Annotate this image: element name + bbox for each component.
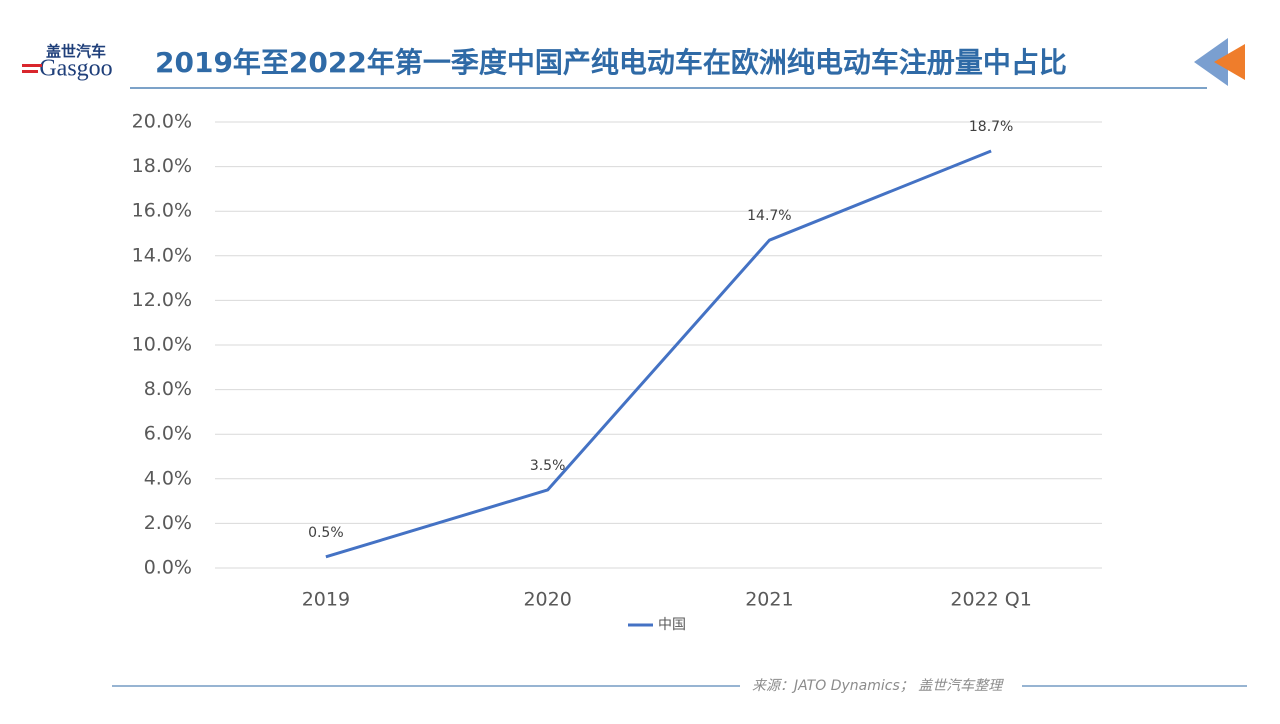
value-label: 3.5% [530,458,566,474]
y-tick-label: 0.0% [144,557,192,579]
deco-triangle [1214,44,1245,80]
x-tick-label: 2020 [523,589,571,611]
x-tick-label: 2022 Q1 [950,589,1031,611]
x-tick-label: 2019 [302,589,350,611]
y-tick-label: 2.0% [144,512,192,534]
y-tick-label: 12.0% [132,289,192,311]
y-tick-label: 8.0% [144,378,192,400]
legend-label: 中国 [658,617,686,633]
deco-triangle [1194,38,1228,86]
source-note: 来源：JATO Dynamics； 盖世汽车整理 [752,678,1004,694]
value-label: 18.7% [969,119,1013,135]
value-label: 14.7% [747,208,791,224]
y-tick-label: 10.0% [132,334,192,356]
y-tick-label: 18.0% [132,155,192,177]
x-tick-label: 2021 [745,589,793,611]
data-line [325,149,992,559]
y-tick-label: 6.0% [144,423,192,445]
y-tick-label: 14.0% [132,244,192,266]
y-tick-label: 16.0% [132,200,192,222]
y-tick-label: 4.0% [144,467,192,489]
value-label: 0.5% [308,525,344,541]
logo-stripe [22,70,38,73]
y-tick-label: 20.0% [132,111,192,133]
chart-title: 2019年至2022年第一季度中国产纯电动车在欧洲纯电动车注册量中占比 [155,46,1067,79]
logo-cn: 盖世汽车 [46,43,106,61]
logo-en: Gasgoo [39,56,112,82]
logo-stripe [22,64,42,67]
